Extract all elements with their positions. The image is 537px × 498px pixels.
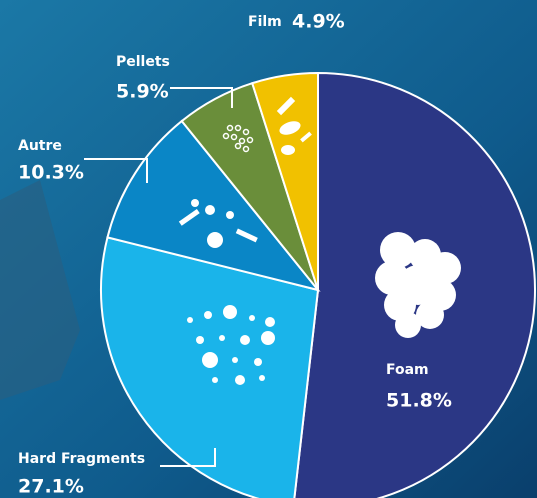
slice-name: Foam — [386, 362, 429, 378]
slice-value: 51.8% — [386, 390, 452, 412]
pellets-icon — [222, 124, 254, 153]
leader-line — [160, 448, 216, 467]
foam-icon — [375, 232, 461, 338]
leader-line — [84, 158, 148, 183]
film-icon — [276, 96, 312, 155]
slice-name: Autre — [18, 138, 62, 154]
slice-value: 27.1% — [18, 476, 84, 498]
labels: Foam 51.8% Hard Fragments 27.1% Autre 10.3% Pe… — [18, 11, 452, 498]
slice-value: 4.9% — [292, 11, 345, 33]
slice-name: Pellets — [116, 54, 170, 70]
slice-name: Hard Fragments — [18, 451, 145, 467]
slice-value: 5.9% — [116, 81, 169, 103]
slice-name: Film — [248, 14, 282, 30]
leader-lines — [84, 87, 233, 467]
autre-icon — [178, 199, 258, 248]
slice-value: 10.3% — [18, 162, 84, 184]
pie — [100, 71, 536, 498]
background-shape — [0, 180, 80, 400]
pie-slice — [250, 71, 319, 291]
fragments-icon — [187, 305, 275, 385]
pie-slice — [106, 119, 321, 292]
leader-line — [170, 87, 233, 108]
